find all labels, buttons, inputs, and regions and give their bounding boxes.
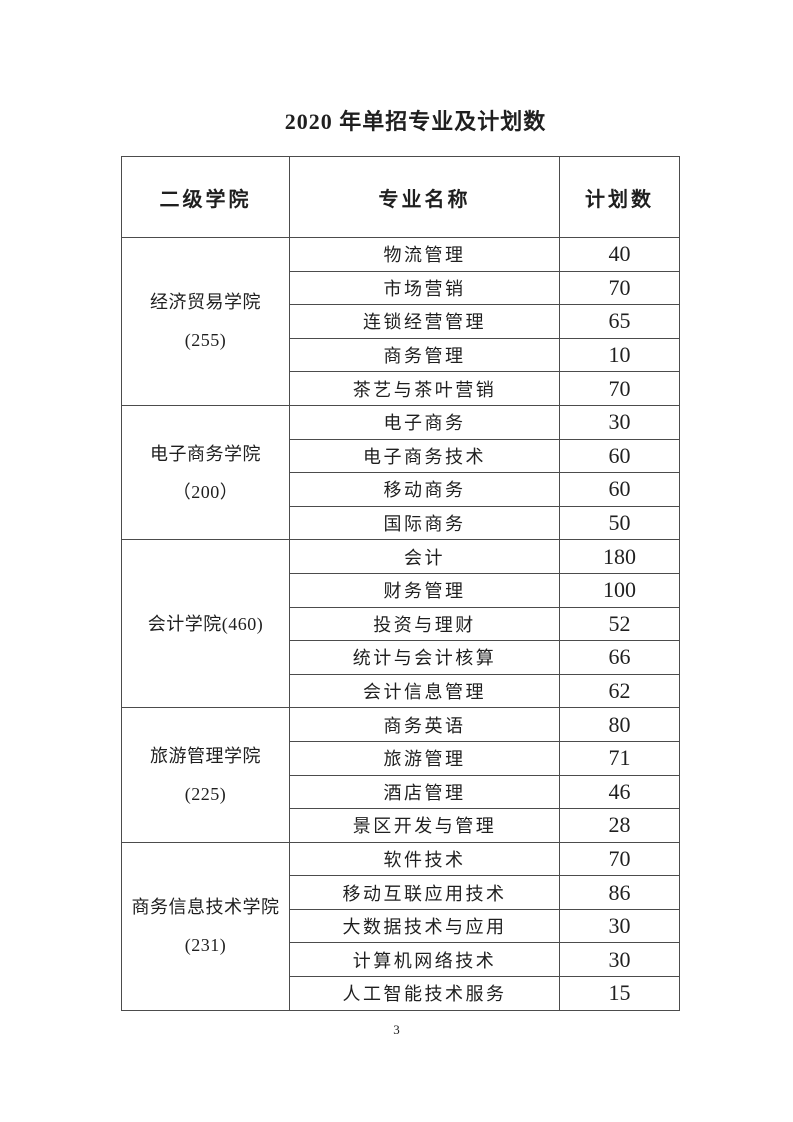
table-row: 大数据技术与应用 30 (122, 908, 680, 944)
table-row: 会计信息管理 62 (122, 673, 680, 709)
table-row: 统计与会计核算 66 (122, 640, 680, 675)
plan-cell: 62 (559, 673, 680, 709)
table-row: 财务管理 100 (122, 572, 680, 608)
table-row: 市场营销 70 (122, 270, 680, 306)
page-number: 3 (393, 1022, 400, 1037)
table-row: 移动互联应用技术 86 (122, 875, 680, 910)
college-cell: 经济贸易学院 (255) (121, 237, 290, 406)
major-cell: 旅游管理 (289, 740, 560, 776)
major-cell: 国际商务 (289, 505, 560, 541)
college-name: 电子商务学院 (150, 443, 261, 464)
table-row: 计算机网络技术 30 (122, 942, 680, 978)
table-row: 投资与理财 52 (122, 606, 680, 642)
header-cell-plan: 计划数 (559, 156, 680, 238)
college-count: （200） (172, 481, 239, 502)
major-cell: 酒店管理 (289, 774, 560, 810)
header-row: 二级学院 专业名称 计划数 (121, 156, 680, 238)
major-cell: 财务管理 (289, 572, 560, 608)
college-count: (231) (184, 935, 227, 956)
table-row: 经济贸易学院 (255) 物流管理 40 (121, 237, 680, 406)
plan-cell: 28 (559, 808, 680, 843)
table-row: 商务管理 10 (122, 337, 680, 373)
college-name: 经济贸易学院 (150, 292, 261, 313)
table-row: 旅游管理 71 (122, 740, 680, 776)
table-row: 酒店管理 46 (122, 774, 680, 810)
major-cell: 电子商务 (289, 404, 560, 440)
plan-cell: 30 (559, 404, 680, 440)
major-cell: 移动互联应用技术 (289, 875, 560, 910)
table-row: 旅游管理学院 (225) 商务英语 80 (121, 707, 680, 843)
plan-cell: 66 (559, 640, 680, 675)
plan-cell: 30 (559, 942, 680, 978)
college-name: 商务信息技术学院 (131, 897, 280, 918)
major-cell: 大数据技术与应用 (289, 908, 560, 944)
plan-cell: 180 (559, 539, 680, 574)
plan-cell: 46 (559, 774, 680, 810)
college-name: 会计学院(460) (147, 613, 264, 634)
table-row: 会计学院(460) 会计 180 (121, 539, 680, 709)
major-cell: 商务管理 (289, 337, 560, 373)
major-cell: 物流管理 (289, 237, 560, 272)
table-row: 茶艺与茶叶营销 70 (122, 371, 680, 406)
plan-cell: 71 (559, 740, 680, 776)
major-cell: 投资与理财 (289, 606, 560, 642)
major-cell: 计算机网络技术 (289, 942, 560, 978)
table-row: 电子商务技术 60 (122, 438, 680, 474)
major-cell: 商务英语 (289, 707, 560, 742)
plan-cell: 50 (559, 505, 680, 541)
table-row: 移动商务 60 (122, 472, 680, 507)
major-cell: 软件技术 (289, 841, 560, 877)
major-cell: 会计信息管理 (289, 673, 560, 709)
major-cell: 市场营销 (289, 270, 560, 306)
plan-cell: 10 (559, 337, 680, 373)
plan-table: 二级学院 专业名称 计划数 经济贸易学院 (255) 物流管理 40 市场营销 70 连锁经… (121, 156, 680, 1011)
college-cell: 商务信息技术学院 (231) (121, 841, 290, 1011)
plan-cell: 70 (559, 270, 680, 306)
major-cell: 景区开发与管理 (289, 808, 560, 843)
major-cell: 连锁经营管理 (289, 304, 560, 339)
table-row: 商务信息技术学院 (231) 软件技术 70 (121, 841, 680, 1011)
plan-cell: 40 (559, 237, 680, 272)
plan-cell: 86 (559, 875, 680, 910)
college-cell: 会计学院(460) (121, 539, 290, 709)
page-title: 2020 年单招专业及计划数 (284, 109, 547, 134)
college-name: 旅游管理学院 (150, 746, 261, 766)
college-cell: 旅游管理学院 (225) (121, 707, 290, 843)
plan-cell: 52 (559, 606, 680, 642)
plan-cell: 15 (559, 976, 680, 1011)
table-row: 电子商务学院 （200） 电子商务 30 (121, 404, 680, 541)
major-cell: 移动商务 (289, 472, 560, 507)
header-cell-major: 专业名称 (289, 156, 560, 238)
plan-cell: 65 (559, 304, 680, 339)
major-cell: 电子商务技术 (289, 438, 560, 474)
major-cell: 茶艺与茶叶营销 (289, 371, 560, 406)
major-cell: 人工智能技术服务 (289, 976, 560, 1011)
major-cell: 统计与会计核算 (289, 640, 560, 675)
college-cell: 电子商务学院 （200） (121, 404, 290, 541)
plan-cell: 80 (559, 707, 680, 742)
plan-cell: 60 (559, 438, 680, 474)
major-cell: 会计 (289, 539, 560, 574)
table-row: 人工智能技术服务 15 (122, 976, 680, 1011)
plan-cell: 30 (559, 908, 680, 944)
plan-cell: 70 (559, 841, 680, 877)
plan-cell: 100 (559, 572, 680, 608)
table-row: 景区开发与管理 28 (122, 808, 680, 843)
plan-cell: 70 (559, 371, 680, 406)
header-cell-college: 二级学院 (121, 156, 290, 238)
plan-cell: 60 (559, 472, 680, 507)
table-row: 国际商务 50 (122, 505, 680, 541)
college-count: (225) (184, 784, 227, 804)
college-count: (255) (184, 330, 227, 351)
